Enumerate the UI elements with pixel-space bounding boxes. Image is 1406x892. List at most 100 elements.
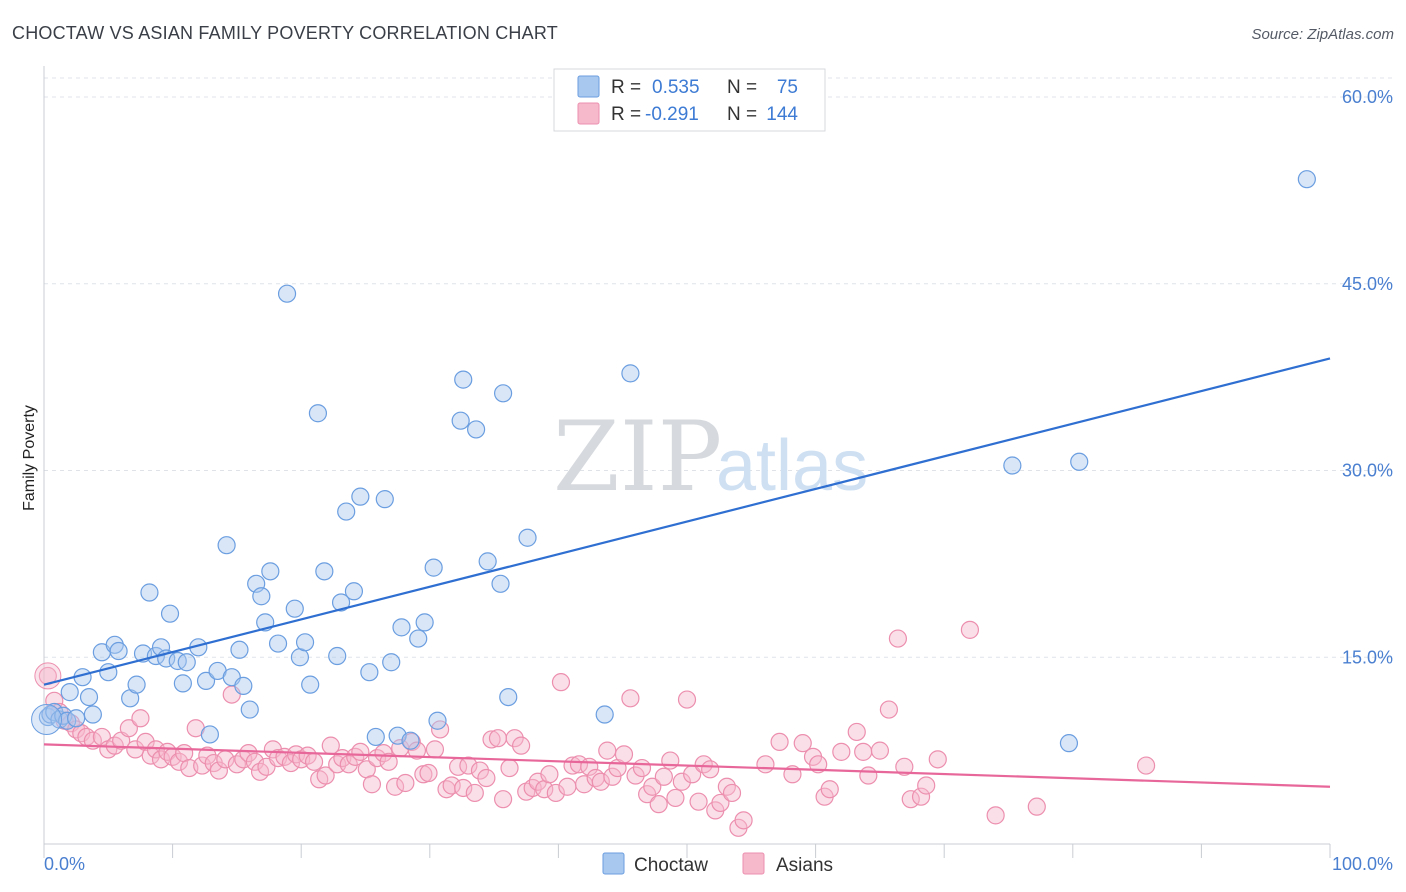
choctaw-point [621, 364, 640, 383]
choctaw-point [328, 646, 347, 666]
choctaw-point [1059, 734, 1079, 753]
choctaw-point [67, 709, 86, 728]
choctaw-point [344, 582, 364, 601]
y-tick-label: 45.0% [1342, 274, 1393, 294]
asians-point [847, 722, 866, 742]
choctaw-n-value: 75 [777, 77, 798, 98]
asians-point [632, 758, 652, 778]
asians-point [151, 750, 171, 769]
choctaw-point [31, 704, 63, 735]
choctaw-point [315, 562, 334, 581]
asians-point [442, 776, 461, 795]
asians-point [374, 744, 393, 763]
choctaw-point [230, 640, 249, 659]
choctaw-point [196, 671, 216, 691]
x-tick-label-min: 0.0% [44, 854, 85, 874]
asians-point [198, 746, 217, 765]
choctaw-point [252, 587, 271, 606]
y-tick-label: 30.0% [1342, 461, 1393, 481]
choctaw-point [140, 583, 159, 602]
y-tick-label: 15.0% [1342, 647, 1393, 667]
asians-point [960, 620, 980, 639]
choctaw-points [31, 170, 1316, 753]
asians-r-label: R = [611, 104, 641, 125]
asians-point [551, 673, 571, 692]
x-tick-label-max: 100.0% [1332, 854, 1393, 874]
asians-point [281, 753, 301, 773]
choctaw-point [466, 420, 486, 439]
asians-point [770, 732, 789, 752]
choctaw-trend-line [43, 357, 1331, 686]
asians-point [351, 742, 370, 761]
asians-point [591, 772, 610, 791]
grid [44, 77, 1395, 658]
asians-swatch [577, 102, 600, 125]
asians-point [701, 760, 720, 779]
choctaw-n-label: N = [727, 77, 757, 98]
choctaw-swatch [577, 75, 600, 98]
legend-choctaw-label: Choctaw [634, 855, 708, 876]
asians-point [396, 773, 415, 793]
asians-point [661, 751, 680, 770]
asians-point [540, 765, 559, 784]
asians-point [126, 740, 145, 759]
axes [43, 66, 1331, 858]
choctaw-point [285, 599, 304, 618]
series-legend: Choctaw Asians [602, 852, 833, 876]
asians-point [286, 745, 306, 764]
asians-points [34, 620, 1156, 837]
asians-point [911, 787, 931, 806]
choctaw-point [360, 663, 379, 682]
choctaw-point [491, 574, 510, 593]
asians-point [756, 755, 775, 774]
asians-point [888, 629, 908, 648]
choctaw-point [478, 552, 497, 571]
asians-point [820, 780, 839, 799]
choctaw-point [595, 705, 614, 724]
y-tick-labels: 15.0% 30.0% 45.0% 60.0% [1342, 87, 1393, 667]
choctaw-point [268, 634, 288, 653]
asians-point [131, 709, 150, 728]
choctaw-point [401, 731, 420, 750]
asians-point [136, 732, 155, 752]
asians-point [459, 756, 478, 775]
choctaw-point [351, 487, 370, 506]
asians-point [339, 755, 358, 774]
y-axis-label: Family Poverty [21, 405, 38, 511]
asians-point [425, 740, 445, 759]
choctaw-r-label: R = [611, 77, 641, 98]
choctaw-point [177, 653, 196, 672]
choctaw-point [200, 725, 219, 744]
choctaw-point [1070, 452, 1089, 471]
choctaw-point [79, 687, 99, 707]
asians-point [870, 741, 890, 760]
asians-point [193, 756, 212, 775]
y-tick-label: 60.0% [1342, 87, 1393, 107]
choctaw-point [301, 675, 320, 694]
asians-point [793, 734, 812, 753]
choctaw-point [494, 384, 513, 403]
choctaw-point [499, 687, 518, 707]
choctaw-point [415, 613, 434, 632]
asians-point [546, 783, 565, 803]
asians-point [304, 752, 324, 771]
asians-point [711, 793, 730, 813]
asians-point [385, 777, 405, 796]
asians-point [614, 745, 634, 764]
asians-point [470, 761, 490, 780]
stats-legend: R = 0.535 N = 75 R = -0.291 N = 144 [553, 68, 826, 132]
legend-choctaw-swatch [602, 852, 625, 875]
asians-point [722, 783, 742, 803]
asians-point [859, 766, 878, 785]
asians-point [119, 719, 138, 738]
choctaw-point [60, 683, 79, 702]
choctaw-point [366, 727, 385, 747]
asians-point [482, 730, 501, 749]
legend-asians-swatch [742, 852, 765, 875]
choctaw-point [424, 558, 443, 577]
asians-point [677, 690, 697, 709]
asians-point [917, 776, 936, 795]
choctaw-point [518, 528, 537, 547]
choctaw-point [1003, 456, 1022, 475]
choctaw-point [277, 284, 297, 303]
